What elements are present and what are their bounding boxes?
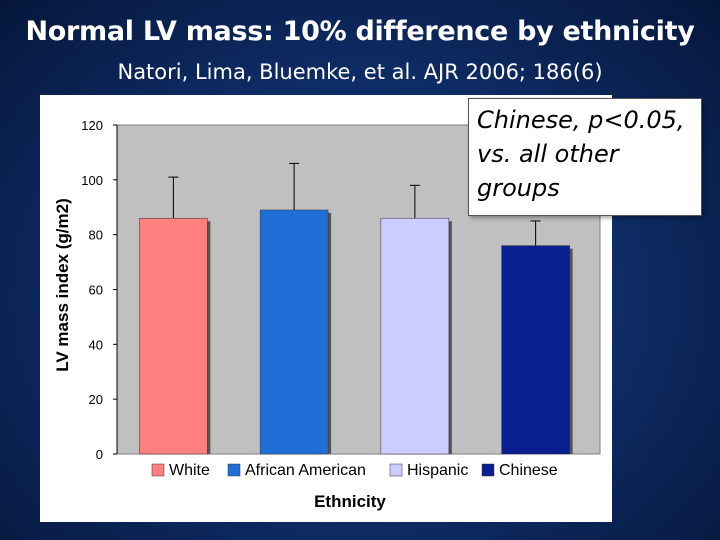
bars-group bbox=[139, 209, 573, 455]
legend-swatch bbox=[227, 463, 241, 477]
legend-label: Chinese bbox=[499, 462, 558, 479]
y-tick-label: 120 bbox=[81, 118, 103, 133]
y-axis: 0 20 40 60 80 100 120 bbox=[81, 118, 118, 462]
y-tick-label: 100 bbox=[81, 173, 103, 188]
slide-subtitle: Natori, Lima, Bluemke, et al. AJR 2006; … bbox=[117, 60, 603, 84]
legend-swatch bbox=[389, 463, 403, 477]
error-bars-group bbox=[168, 162, 541, 246]
legend-swatch bbox=[481, 463, 495, 477]
bar-chinese bbox=[501, 245, 570, 455]
legend-label: Hispanic bbox=[407, 462, 468, 479]
y-axis-label: LV mass index (g/m2) bbox=[53, 198, 72, 372]
y-tick-label: 20 bbox=[89, 392, 103, 407]
legend: White African American Hispanic Chinese bbox=[151, 462, 558, 479]
significance-annotation: Chinese, p<0.05, vs. all other groups bbox=[468, 98, 702, 216]
x-axis-label: Ethnicity bbox=[314, 492, 386, 511]
legend-label: African American bbox=[245, 462, 366, 479]
bar-hispanic bbox=[380, 217, 450, 455]
y-tick-label: 40 bbox=[89, 337, 103, 352]
y-tick-label: 80 bbox=[89, 228, 103, 243]
y-tick-label: 0 bbox=[96, 447, 103, 462]
slide-title: Normal LV mass: 10% difference by ethnic… bbox=[25, 16, 695, 47]
bar-white bbox=[139, 217, 208, 455]
legend-label: White bbox=[169, 462, 210, 479]
bar-african-american bbox=[259, 209, 329, 455]
y-tick-label: 60 bbox=[89, 283, 103, 298]
legend-swatch bbox=[151, 463, 165, 477]
